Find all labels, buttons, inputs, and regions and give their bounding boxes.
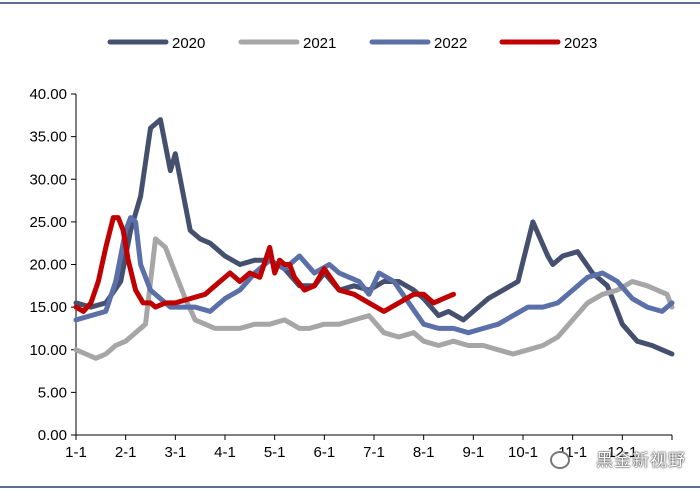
legend-label-2023: 2023 (564, 35, 597, 52)
y-tick-label: 0.00 (38, 427, 67, 444)
x-tick-label: 5-1 (264, 444, 286, 461)
x-tick-label: 7-1 (363, 444, 385, 461)
bottom-border (0, 486, 700, 488)
y-tick-label: 10.00 (29, 342, 67, 359)
x-tick-label: 10-1 (508, 444, 538, 461)
series-line-2022 (73, 215, 675, 336)
x-axis: 1-1 2-1 3-1 4-1 5-1 6-1 7-1 8-1 9-1 10-1 11-1 12-1 (65, 434, 673, 461)
y-tick-label: 35.00 (29, 129, 67, 146)
y-tick-label: 20.00 (29, 257, 67, 274)
x-tick-label: 3-1 (164, 444, 186, 461)
top-border (0, 2, 700, 4)
legend: 2020 2021 2022 2023 (107, 35, 597, 52)
x-tick-label: 4-1 (214, 444, 236, 461)
x-tick-label: 2-1 (115, 444, 137, 461)
legend-label-2022: 2022 (434, 35, 467, 52)
watermark: 黑金新视野 (596, 451, 686, 471)
series-line-2023 (73, 215, 456, 314)
y-tick-label: 40.00 (29, 86, 67, 103)
legend-label-2020: 2020 (172, 35, 205, 52)
x-tick-label: 1-1 (65, 444, 87, 461)
wechat-icon (550, 451, 570, 469)
x-tick-label: 8-1 (413, 444, 435, 461)
x-tick-label: 12-1 (607, 444, 637, 461)
series-line-2021 (73, 236, 675, 361)
legend-label-2021: 2021 (303, 35, 336, 52)
y-tick-label: 15.00 (29, 299, 67, 316)
y-tick-label: 30.00 (29, 171, 67, 188)
y-tick-label: 5.00 (38, 384, 67, 401)
x-tick-label: 9-1 (462, 444, 484, 461)
x-tick-label: 6-1 (313, 444, 335, 461)
y-axis: 0.00 5.00 10.00 15.00 20.00 25.00 30.00 35.00 40… (29, 86, 77, 444)
series-group (73, 117, 675, 361)
y-tick-label: 25.00 (29, 214, 67, 231)
